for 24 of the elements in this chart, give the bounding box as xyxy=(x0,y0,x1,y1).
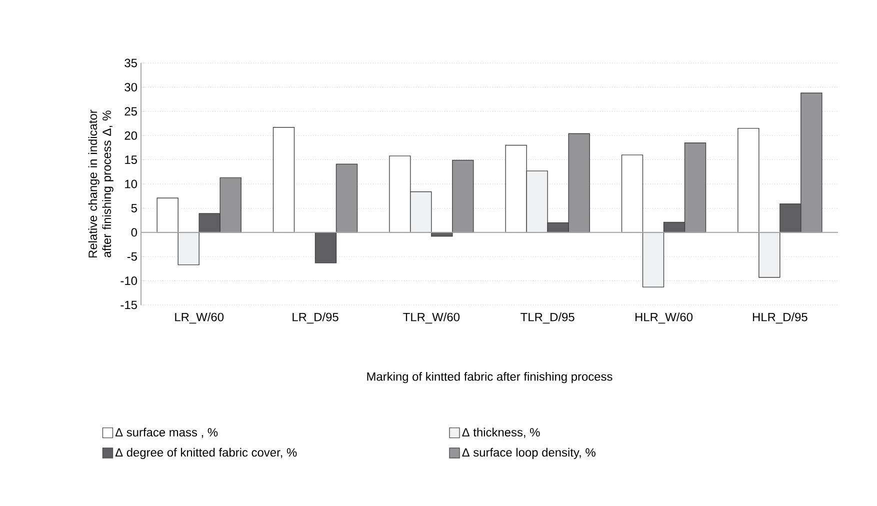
x-axis-title: Marking of kintted fabric after finishing process xyxy=(367,372,612,384)
legend-label: Δ surface loop density, % xyxy=(462,448,596,460)
y-tick-label: -5 xyxy=(127,252,137,261)
y-tick-label: 25 xyxy=(124,107,137,116)
y-tick-label: 35 xyxy=(124,58,137,68)
x-tick-label: TLR_D/95 xyxy=(520,312,574,324)
y-tick-label: 15 xyxy=(125,156,137,164)
y-tick-label: 20 xyxy=(124,131,138,140)
x-tick-label: LR_W/60 xyxy=(175,312,224,324)
x-tick-label: LR_D/95 xyxy=(292,312,338,324)
y-tick-label: 10 xyxy=(125,180,138,188)
y-tick-label: 30 xyxy=(124,82,138,92)
x-tick-label: TLR_W/60 xyxy=(403,312,460,324)
x-tick-label: HLR_D/95 xyxy=(753,312,808,324)
y-tick-label: -15 xyxy=(120,300,137,310)
x-tick-label: HLR_W/60 xyxy=(636,312,693,324)
legend-label: Δ surface mass , % xyxy=(115,428,218,438)
y-tick-label: 5 xyxy=(131,204,137,212)
legend-label: Δ thickness, % xyxy=(462,428,540,438)
legend-label: Δ degree of knitted fabric cover, % xyxy=(115,448,297,460)
y-axis-title: Relative change in indicator after finishing process Δ, % xyxy=(88,110,114,258)
y-tick-label: 0 xyxy=(131,228,138,237)
bar xyxy=(272,127,295,233)
y-tick-label: -10 xyxy=(120,276,138,286)
